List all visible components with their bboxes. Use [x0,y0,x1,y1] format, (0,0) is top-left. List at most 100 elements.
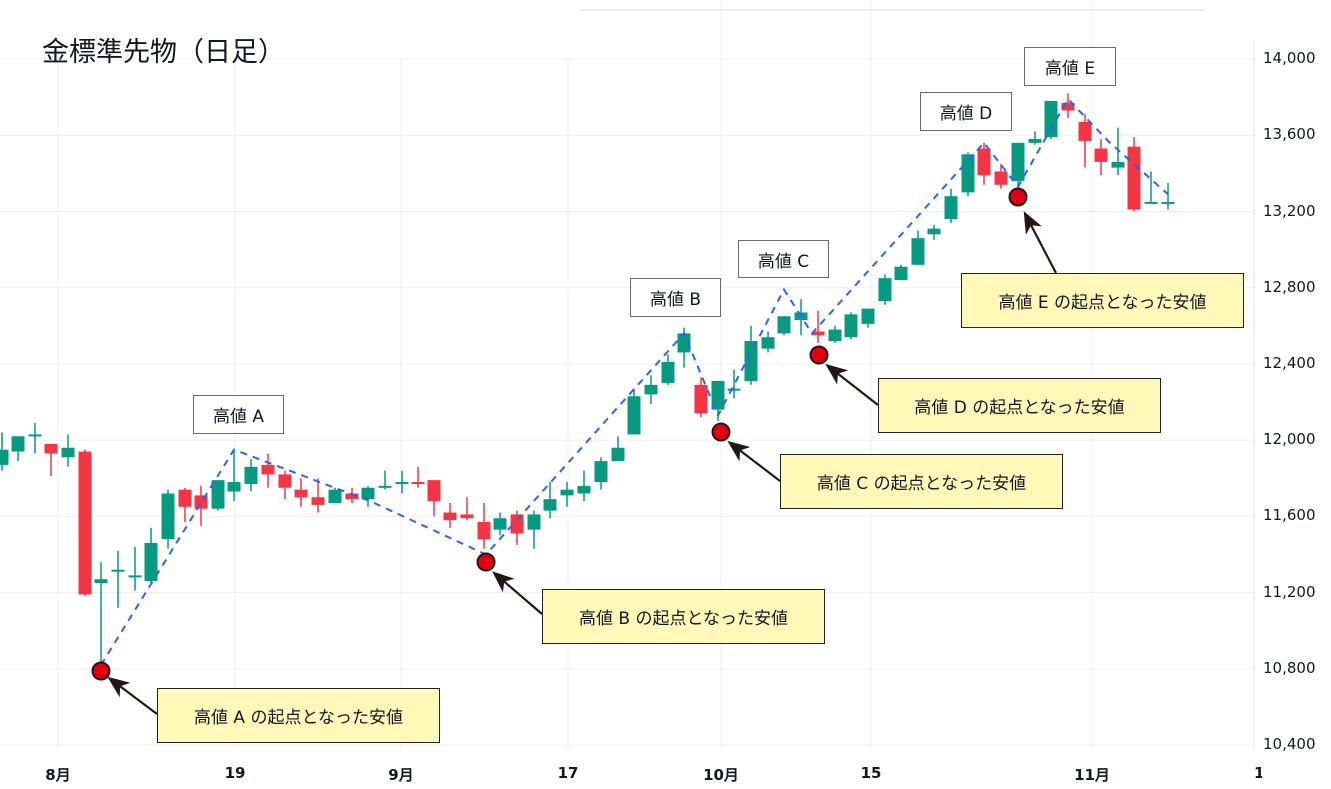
candle [1028,131,1042,145]
candle [1144,171,1158,204]
candle [345,487,359,503]
candle [861,308,875,328]
candle [944,188,958,223]
candle [777,316,791,336]
peak-label-d: 高値 D [920,92,1012,131]
candle [1011,142,1025,189]
candle [411,466,425,488]
candle [744,325,758,385]
candle [644,375,658,404]
y-tick: 12,000 [1263,430,1316,448]
candle [1061,93,1075,119]
candle [194,485,208,526]
y-tick: 13,600 [1263,125,1316,143]
candle [761,331,775,353]
candle [311,478,325,513]
candle [111,550,125,608]
candle [244,459,258,492]
candle [543,482,557,519]
candle [694,377,708,418]
swing-low-markers [91,187,1028,681]
x-tick: 19 [224,764,246,782]
candle [627,388,641,435]
swing-low-marker-icon [476,552,496,572]
candle [261,453,275,488]
note-arrows [107,211,1057,715]
candle [11,436,25,462]
candle [961,152,975,197]
chart-title: 金標準先物（日足） [42,37,285,68]
peak-label-b: 高値 B [630,278,721,317]
candle [227,449,241,502]
candle [44,443,58,477]
candle [560,482,574,507]
y-tick: 11,200 [1263,583,1316,601]
candle [1161,182,1175,210]
candle [28,422,42,454]
arrow-icon [727,440,781,482]
x-tick: 8月 [45,766,71,784]
candle [1078,114,1092,168]
candle [328,487,342,503]
candle [278,470,292,500]
x-tick: 10月 [703,766,739,784]
candle [727,369,741,399]
candle [1044,100,1058,140]
candle [794,299,808,336]
candle [460,497,474,521]
candle [811,310,825,343]
candle [0,432,9,471]
peak-label-c: 高値 C [738,240,829,278]
y-tick: 14,000 [1263,49,1316,67]
candle [443,502,457,528]
candle [477,502,491,549]
note-low-e: 高値 E の起点となった安値 [961,273,1244,328]
candle [128,546,142,591]
candle [927,224,941,241]
arrow-icon [1023,211,1057,274]
candle [427,480,441,517]
candle [844,312,858,340]
note-low-b: 高値 B の起点となった安値 [542,589,825,644]
candle [78,449,92,597]
candle [1094,139,1108,176]
candle [378,470,392,490]
y-tick: 10,400 [1263,735,1316,753]
y-tick: 12,800 [1263,278,1316,296]
candle [61,434,75,467]
x-tick: 11月 [1074,766,1110,784]
candle [161,489,175,549]
candle [94,562,108,669]
candle [977,142,991,185]
note-low-a: 高値 A の起点となった安値 [157,688,440,743]
swing-low-marker-icon [91,661,111,681]
candle [661,354,675,385]
candle [144,527,158,584]
arrow-icon [825,363,879,406]
y-tick: 10,800 [1263,659,1316,677]
peak-label-e: 高値 E [1024,47,1116,86]
y-tick: 13,200 [1263,202,1316,220]
x-tick: 1 [1254,764,1262,782]
candle [577,470,591,502]
x-tick: 17 [557,764,579,782]
candle [878,274,892,305]
candle [395,470,409,494]
candle [994,163,1008,189]
candle [894,264,908,281]
candle [361,485,375,507]
note-low-c: 高値 C の起点となった安値 [780,454,1063,509]
candle [611,436,625,462]
peak-label-a: 高値 A [193,395,284,434]
candle [527,510,541,549]
candle [493,512,507,536]
candle [178,487,192,523]
y-tick: 12,400 [1263,354,1316,372]
candle [510,510,524,545]
swing-low-marker-icon [809,345,829,365]
note-low-d: 高値 D の起点となった安値 [878,378,1161,433]
swing-low-marker-icon [1008,187,1028,207]
y-tick: 11,600 [1263,506,1316,524]
candle [1127,137,1141,212]
